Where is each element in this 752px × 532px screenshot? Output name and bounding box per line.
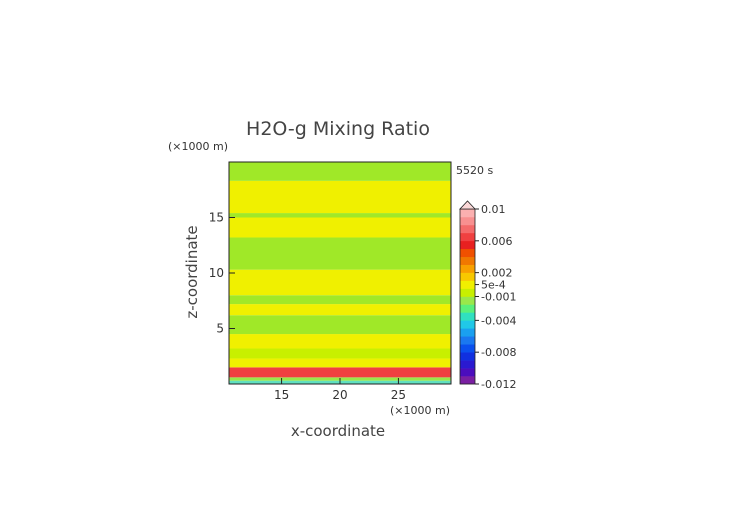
colorbar-swatch-2 [460,360,475,369]
colorbar-swatch-6 [460,328,475,337]
colorbar-swatch-13 [460,272,475,281]
colorbar-swatch-20 [460,216,475,226]
contour-band-2 [229,367,451,378]
x-axis-ticks: 15 20 25 [274,378,406,402]
contour-band-13 [229,180,451,214]
colorbar-label: -0.012 [481,378,516,391]
y-axis-ticks: 5 10 15 [209,211,235,336]
colorbar-label: 0.002 [481,267,513,280]
y-axis-label: z-coordinate [183,225,201,318]
colorbar-swatch-5 [460,336,475,345]
colorbar-label: -0.001 [481,291,516,304]
contour-band-14 [229,162,451,181]
colorbar-swatch-18 [460,232,475,242]
contour-band-8 [229,295,451,305]
colorbar-label: 0.006 [481,235,513,248]
contour-band-10 [229,237,451,270]
x-tick-label: 25 [391,388,406,402]
colorbar-swatch-1 [460,368,475,377]
x-axis-label: x-coordinate [291,422,385,440]
time-label: 5520 s [456,164,493,177]
contour-band-5 [229,334,451,349]
y-tick-label: 15 [209,211,224,225]
x-tick-label: 15 [274,388,289,402]
colorbar-extend-arrow [459,200,476,210]
contour-band-12 [229,213,451,218]
colorbar-swatch-8 [460,312,475,321]
chart-title: H2O-g Mixing Ratio [246,118,430,140]
contour-band-7 [229,304,451,316]
y-tick-label: 5 [216,322,224,336]
colorbar-label: 5e-4 [481,279,506,292]
colorbar-swatch-21 [460,209,475,218]
colorbar-swatch-10 [460,296,475,305]
colorbar-label: -0.008 [481,346,516,359]
contour-band-6 [229,315,451,335]
colorbar-swatch-16 [460,248,475,258]
colorbar-swatch-7 [460,320,475,329]
colorbar-swatch-4 [460,344,475,353]
contour-band-3 [229,358,451,368]
colorbar-swatch-17 [460,240,475,250]
colorbar-swatch-19 [460,224,475,234]
plot-area [228,161,452,385]
x-unit-label: (×1000 m) [390,404,450,417]
contour-band-9 [229,269,451,296]
colorbar-swatch-15 [460,256,475,265]
y-unit-label: (×1000 m) [168,140,228,153]
colorbar-swatch-3 [460,352,475,361]
colorbar-swatch-11 [460,288,475,297]
colorbar-swatch-0 [460,376,475,385]
colorbar-label: 0.01 [481,203,506,216]
colorbar-swatch-12 [460,280,475,289]
colorbar-swatch-9 [460,304,475,313]
y-tick-label: 10 [209,266,224,280]
contour-band-4 [229,348,451,359]
contour-band-11 [229,217,451,238]
colorbar-swatch-14 [460,264,475,273]
colorbar-label: -0.004 [481,314,516,327]
x-tick-label: 20 [332,388,347,402]
